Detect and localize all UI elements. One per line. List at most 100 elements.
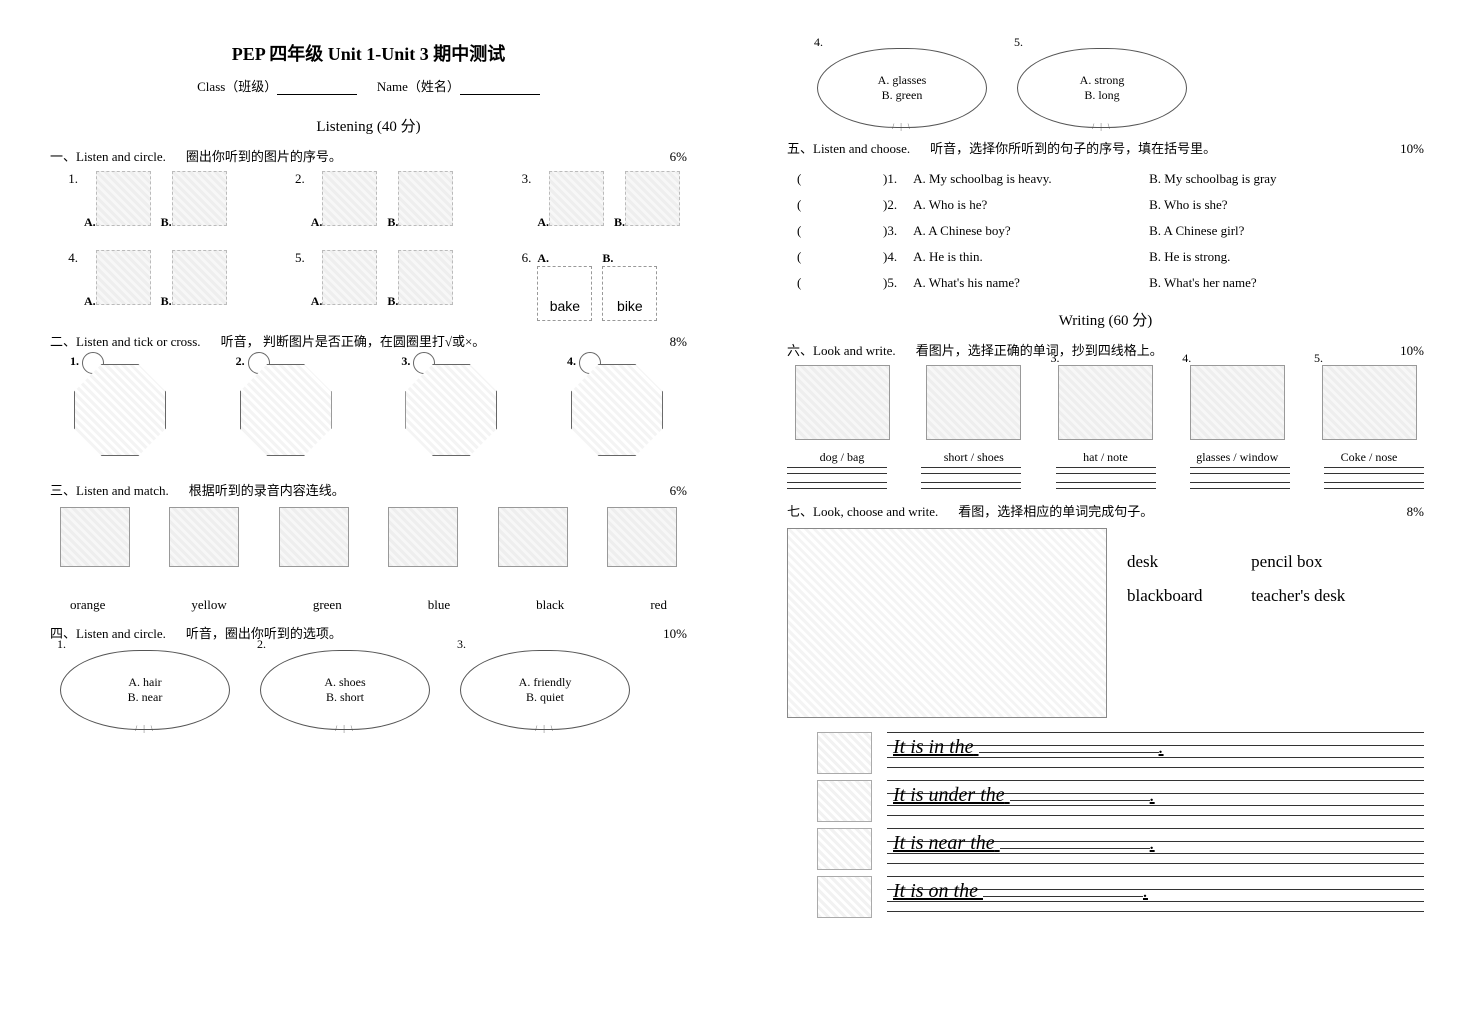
pair-label: glasses / window [1182, 450, 1292, 465]
s6-cell [787, 365, 897, 444]
s5-row: ()3.A. A Chinese boy?B. A Chinese girl? [787, 223, 1424, 239]
sentence-line: It is under the . [887, 780, 1424, 828]
prompt-image [926, 365, 1021, 440]
stem-text: It is under the [893, 784, 1005, 806]
paren[interactable]: ( [797, 275, 867, 291]
opt-a: A. strong [1080, 73, 1125, 88]
color-label: yellow [191, 597, 226, 613]
s4-pct: 10% [663, 626, 687, 642]
s5-pct: 10% [1400, 141, 1424, 157]
name-blank[interactable] [460, 81, 540, 95]
s2-item: 2. [226, 356, 346, 456]
label-a: A. [84, 294, 96, 308]
label-b: B. [161, 215, 172, 229]
match-image[interactable] [607, 507, 677, 567]
s1-grid: 1. A. B. 2. A. B. 3. A. B. 4. A. B. 5. A… [50, 171, 687, 321]
opt-a: A. glasses [878, 73, 927, 88]
four-line-grid[interactable] [1324, 473, 1424, 483]
s6-writing-lines [787, 473, 1424, 483]
match-image[interactable] [60, 507, 130, 567]
image-option[interactable] [398, 250, 453, 305]
eye-option[interactable]: 5.A. strongB. long/ | \ [1017, 48, 1187, 128]
four-line-grid[interactable] [787, 473, 887, 483]
four-line-grid[interactable]: It is near the . [887, 828, 1424, 864]
section3-header: 三、Listen and match. 根据听到的录音内容连线。 6% [50, 480, 687, 499]
four-line-grid[interactable] [1056, 473, 1156, 483]
class-label: Class（班级） [197, 79, 277, 94]
four-line-grid[interactable]: It is in the . [887, 732, 1424, 768]
image-option[interactable] [625, 171, 680, 226]
image-option[interactable] [96, 171, 151, 226]
lash-icon: / | \ [335, 724, 355, 733]
class-blank[interactable] [277, 81, 357, 95]
paren[interactable]: ( [797, 223, 867, 239]
section2-header: 二、Listen and tick or cross. 听音， 判断图片是否正确… [50, 331, 687, 350]
paren[interactable]: ( [797, 171, 867, 187]
match-image[interactable] [388, 507, 458, 567]
image-option[interactable] [172, 171, 227, 226]
s7-layout: desk pencil box blackboard teacher's des… [787, 528, 1424, 718]
sentence-line: It is near the . [887, 828, 1424, 876]
opt-b: B. near [128, 690, 163, 705]
bank-word: teacher's desk [1251, 586, 1345, 606]
answer-blank[interactable] [1010, 785, 1150, 801]
s5-title: 五、Listen and choose. [787, 138, 910, 157]
qn: 1. [57, 637, 66, 652]
s3-pct: 6% [670, 483, 687, 499]
answer-blank[interactable] [983, 881, 1143, 897]
match-image[interactable] [169, 507, 239, 567]
match-image[interactable] [279, 507, 349, 567]
paren[interactable]: ( [797, 249, 867, 265]
section7-header: 七、Look, choose and write. 看图，选择相应的单词完成句子… [787, 501, 1424, 520]
four-line-grid[interactable]: It is on the . [887, 876, 1424, 912]
opt-b: B. A Chinese girl? [1149, 223, 1244, 239]
image-option[interactable] [322, 250, 377, 305]
image-option[interactable] [172, 250, 227, 305]
prompt-image [1058, 365, 1153, 440]
word-option[interactable]: bake [537, 266, 592, 321]
hint-icon [817, 732, 872, 774]
section4-header: 四、Listen and circle. 听音，圈出你听到的选项。 10% [50, 623, 687, 642]
eye-option[interactable]: 3.A. friendlyB. quiet/ | \ [460, 650, 630, 730]
listening-heading: Listening (40 分) [50, 115, 687, 136]
oct-image [74, 364, 166, 456]
qn: 5. [1014, 35, 1023, 50]
oct-image [571, 364, 663, 456]
word-bike: bike [617, 298, 643, 314]
stem-text: It is near the [893, 832, 995, 854]
section6-header: 六、Look and write. 看图片，选择正确的单词，抄到四线格上。 10… [787, 340, 1424, 359]
four-line-grid[interactable] [1190, 473, 1290, 483]
image-option[interactable] [322, 171, 377, 226]
eye-option[interactable]: 1.A. hairB. near/ | \ [60, 650, 230, 730]
image-option[interactable] [398, 171, 453, 226]
color-label: black [536, 597, 564, 613]
image-option[interactable] [549, 171, 604, 226]
hint-icon [817, 780, 872, 822]
qn: 5. [287, 250, 305, 266]
name-label: Name（姓名） [377, 79, 460, 94]
color-label: green [313, 597, 342, 613]
class-name-line: Class（班级） Name（姓名） [50, 76, 687, 95]
s6-cn: 看图片，选择正确的单词，抄到四线格上。 [916, 340, 1163, 359]
color-label: orange [70, 597, 105, 613]
answer-blank[interactable] [1000, 833, 1150, 849]
four-line-grid[interactable] [921, 473, 1021, 483]
lash-icon: / | \ [1092, 122, 1112, 131]
answer-blank[interactable] [979, 737, 1159, 753]
s1-item: 3. A. B. [513, 171, 680, 230]
opt-a: A. hair [128, 675, 161, 690]
match-image[interactable] [498, 507, 568, 567]
four-line-grid[interactable]: It is under the . [887, 780, 1424, 816]
s1-pct: 6% [670, 149, 687, 165]
eye-option[interactable]: 4.A. glassesB. green/ | \ [817, 48, 987, 128]
qn: 6. [513, 250, 531, 266]
qn: 2. [236, 354, 245, 369]
image-option[interactable] [96, 250, 151, 305]
s1-title: 一、Listen and circle. [50, 146, 166, 165]
eye-option[interactable]: 2.A. shoesB. short/ | \ [260, 650, 430, 730]
opt-b: B. Who is she? [1149, 197, 1227, 213]
paren[interactable]: ( [797, 197, 867, 213]
word-option[interactable]: bike [602, 266, 657, 321]
s2-row: 1. 2. 3. 4. [50, 356, 687, 456]
prompt-image [795, 365, 890, 440]
